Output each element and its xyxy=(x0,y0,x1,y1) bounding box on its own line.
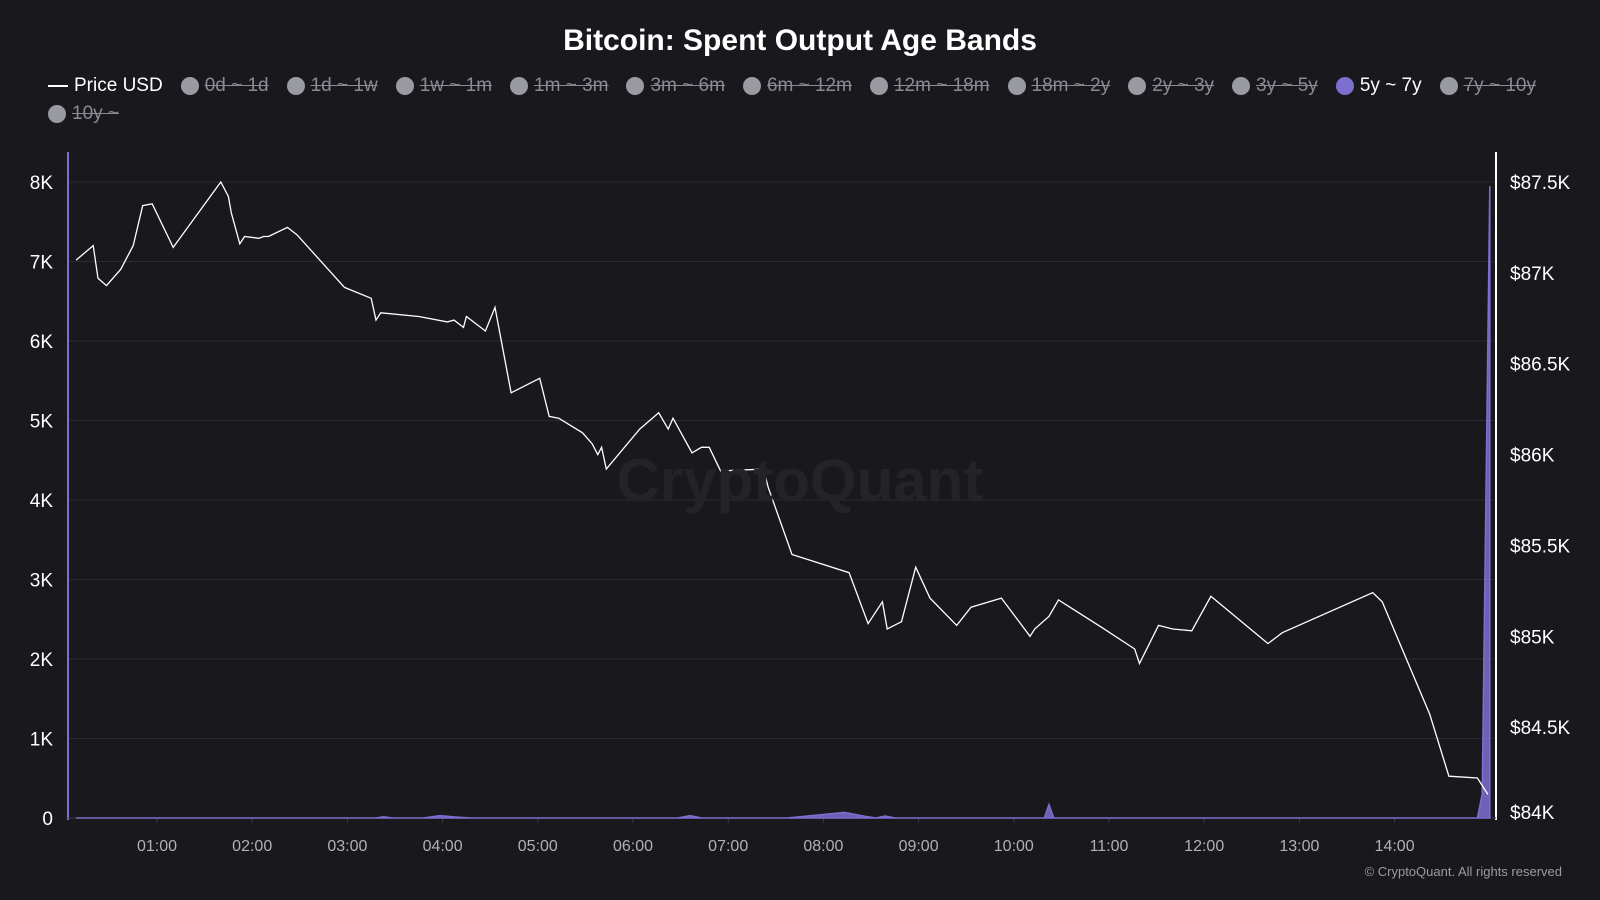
legend-item-10[interactable]: 3y ~ 5y xyxy=(1232,74,1318,98)
x-axis-tick-label: 05:00 xyxy=(518,838,558,855)
legend-dot-icon xyxy=(1128,77,1147,95)
legend-dot-icon xyxy=(510,77,529,95)
legend-item-1[interactable]: 0d ~ 1d xyxy=(180,74,269,98)
legend-item-0[interactable]: Price USD xyxy=(48,74,163,98)
left-axis-tick-label: 7K xyxy=(30,253,54,274)
legend-item-3[interactable]: 1w ~ 1m xyxy=(395,74,493,98)
chart-legend: Price USD 0d ~ 1d 1d ~ 1w 1w ~ 1m 1m ~ 3m 3m … xyxy=(48,74,1558,126)
legend-label: 3m ~ 6m xyxy=(650,75,725,96)
left-axis-tick-label: 6K xyxy=(30,332,54,353)
left-axis-tick-label: 5K xyxy=(30,412,54,433)
right-axis-tick-label: $84K xyxy=(1510,803,1555,824)
legend-item-5[interactable]: 3m ~ 6m xyxy=(626,74,725,98)
left-axis-tick-label: 4K xyxy=(30,491,54,512)
legend-dot-icon xyxy=(626,77,645,95)
x-axis-tick-label: 06:00 xyxy=(613,838,653,855)
left-axis-tick-label: 8K xyxy=(30,173,54,194)
x-axis-tick-label: 01:00 xyxy=(137,838,177,855)
right-axis-tick-label: $84.5K xyxy=(1510,718,1571,739)
left-axis-tick-label: 0 xyxy=(42,809,53,830)
legend-dot-icon xyxy=(1335,77,1354,95)
x-axis-tick-label: 10:00 xyxy=(994,838,1034,855)
x-axis-tick-label: 03:00 xyxy=(327,838,367,855)
legend-dot-icon xyxy=(1439,77,1458,95)
series-5y-7y-area xyxy=(76,185,1491,819)
legend-label: 2y ~ 3y xyxy=(1152,75,1215,96)
legend-label: 0d ~ 1d xyxy=(204,75,269,96)
legend-label: 7y ~ 10y xyxy=(1463,75,1536,96)
legend-item-8[interactable]: 18m ~ 2y xyxy=(1007,74,1111,98)
legend-item-4[interactable]: 1m ~ 3m xyxy=(510,74,608,98)
x-axis-tick-label: 09:00 xyxy=(899,838,939,855)
legend-item-2[interactable]: 1d ~ 1w xyxy=(286,74,378,98)
legend-label: Price USD xyxy=(74,75,163,96)
legend-line-icon xyxy=(48,85,68,87)
legend-label: 10y ~ xyxy=(72,103,120,124)
legend-dot-icon xyxy=(395,77,414,95)
x-axis-tick-label: 08:00 xyxy=(803,838,843,855)
right-axis-tick-label: $85.5K xyxy=(1510,536,1571,557)
x-axis-tick-label: 02:00 xyxy=(232,838,272,855)
legend-label: 18m ~ 2y xyxy=(1031,75,1111,96)
legend-dot-icon xyxy=(286,77,305,95)
left-axis-tick-label: 2K xyxy=(30,650,54,671)
x-axis-tick-label: 07:00 xyxy=(708,838,748,855)
legend-label: 1w ~ 1m xyxy=(419,75,493,96)
legend-dot-icon xyxy=(1007,77,1026,95)
copyright-notice: © CryptoQuant. All rights reserved xyxy=(1364,864,1562,879)
x-axis-tick-label: 11:00 xyxy=(1090,838,1129,855)
legend-item-12[interactable]: 7y ~ 10y xyxy=(1439,74,1536,98)
legend-dot-icon xyxy=(1232,77,1251,95)
x-axis-tick-label: 13:00 xyxy=(1279,838,1319,855)
x-axis-tick-label: 12:00 xyxy=(1184,838,1224,855)
chart-title: Bitcoin: Spent Output Age Bands xyxy=(563,24,1037,57)
legend-dot-icon xyxy=(180,77,199,95)
right-axis-tick-label: $87.5K xyxy=(1510,173,1571,194)
legend-label: 12m ~ 18m xyxy=(893,75,990,96)
legend-label: 6m ~ 12m xyxy=(766,75,852,96)
series-price-usd-line xyxy=(75,180,1489,795)
left-axis-tick-label: 1K xyxy=(30,730,54,751)
left-axis-tick-label: 3K xyxy=(30,571,54,592)
legend-item-7[interactable]: 12m ~ 18m xyxy=(869,74,990,98)
legend-dot-icon xyxy=(742,77,761,95)
x-axis-tick-label: 14:00 xyxy=(1375,838,1415,855)
legend-item-13[interactable]: 10y ~ xyxy=(48,102,119,126)
legend-label: 1d ~ 1w xyxy=(310,75,378,96)
legend-dot-icon xyxy=(48,105,66,123)
legend-label: 1m ~ 3m xyxy=(534,75,609,96)
legend-item-9[interactable]: 2y ~ 3y xyxy=(1128,74,1214,98)
right-axis-tick-label: $86K xyxy=(1510,446,1555,467)
right-axis-tick-label: $85K xyxy=(1510,627,1555,648)
legend-label: 5y ~ 7y xyxy=(1359,75,1422,96)
legend-item-11[interactable]: 5y ~ 7y xyxy=(1335,74,1422,98)
right-axis-tick-label: $87K xyxy=(1510,264,1555,285)
right-axis-tick-label: $86.5K xyxy=(1510,355,1571,376)
legend-dot-icon xyxy=(869,77,888,95)
legend-item-6[interactable]: 6m ~ 12m xyxy=(742,74,852,98)
x-axis-tick-label: 04:00 xyxy=(423,838,463,855)
legend-label: 3y ~ 5y xyxy=(1256,75,1318,96)
